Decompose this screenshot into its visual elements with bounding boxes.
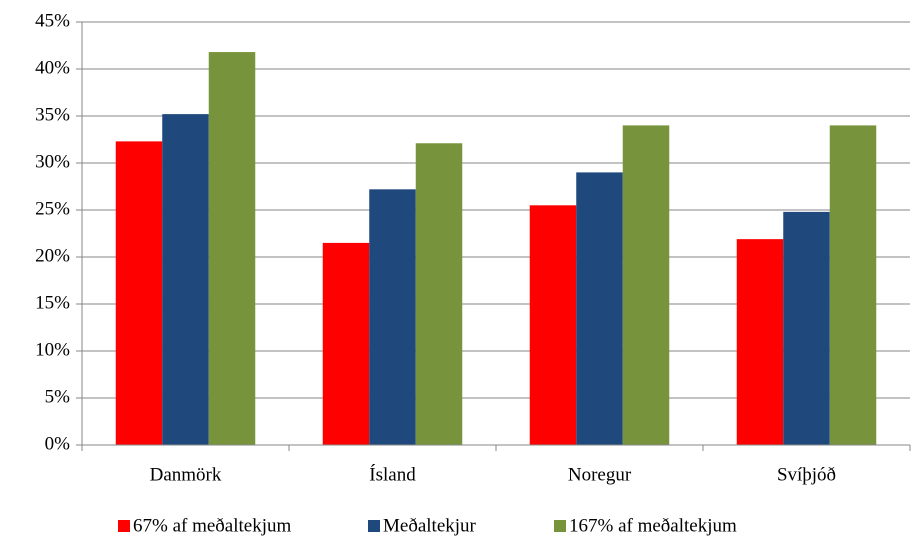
- x-tick-label: Danmörk: [150, 464, 222, 485]
- y-tick-label: 35%: [35, 104, 70, 125]
- y-tick-label: 10%: [35, 339, 70, 360]
- bar: [162, 114, 209, 446]
- y-tick-label: 20%: [35, 245, 70, 266]
- y-tick-label: 30%: [35, 151, 70, 172]
- bar: [829, 125, 877, 446]
- y-tick-label: 0%: [45, 433, 71, 454]
- legend-swatch: [554, 520, 566, 532]
- bar: [736, 239, 784, 445]
- y-tick-label: 5%: [45, 386, 71, 407]
- legend-label: Meðaltekjur: [383, 515, 477, 536]
- x-tick-label: Svíþjóð: [777, 464, 836, 485]
- x-tick-label: Ísland: [369, 463, 416, 485]
- legend-swatch: [368, 520, 380, 532]
- legend-label: 67% af meðaltekjum: [133, 515, 292, 536]
- bar: [415, 143, 463, 445]
- y-tick-label: 40%: [35, 57, 70, 78]
- bar: [115, 141, 163, 445]
- y-tick-label: 15%: [35, 292, 70, 313]
- bar: [529, 205, 577, 445]
- bar: [783, 211, 830, 445]
- legend-label: 167% af meðaltekjum: [569, 515, 737, 536]
- y-tick-label: 45%: [35, 10, 70, 31]
- bar: [369, 189, 416, 445]
- y-tick-label: 25%: [35, 198, 70, 219]
- legend-swatch: [118, 520, 130, 532]
- bar: [622, 125, 670, 446]
- bar: [576, 172, 623, 445]
- bar: [322, 242, 370, 445]
- bar: [208, 52, 256, 446]
- x-tick-label: Noregur: [568, 464, 632, 485]
